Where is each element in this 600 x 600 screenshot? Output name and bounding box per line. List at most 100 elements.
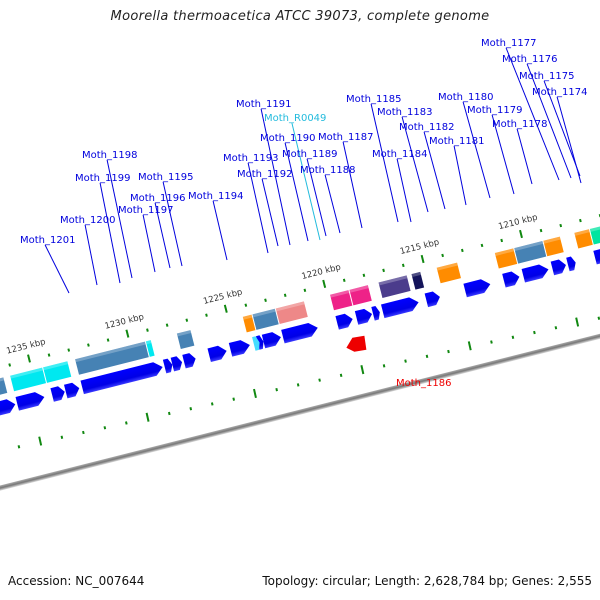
minor-tick [598,213,600,218]
inner-minor-tick [125,421,128,425]
gene-arrow [80,362,163,395]
major-tick [322,279,327,288]
gene-label-moth-1176[interactable]: Moth_1176 [502,54,557,65]
accession-text: Accession: NC_007644 [8,574,145,588]
inner-minor-tick [382,364,386,368]
gene-label-moth-1185[interactable]: Moth_1185 [346,94,401,105]
leader-line-moth-1199 [99,182,121,284]
gene-label-moth-1199[interactable]: Moth_1199 [75,173,130,184]
gene-label-moth-1186[interactable]: Moth_1186 [396,378,451,389]
leader-line-moth-1177 [505,47,560,181]
gene-label-moth-1192[interactable]: Moth_1192 [237,169,292,180]
inner-minor-tick [597,316,600,320]
gene-label-moth-1187[interactable]: Moth_1187 [318,132,373,143]
gene-label-moth-1182[interactable]: Moth_1182 [399,122,454,133]
feature-box [145,340,155,357]
leader-line-moth-1187 [342,141,363,229]
inner-minor-tick [189,407,193,411]
gene-arrow [170,356,183,372]
minor-tick [8,363,12,367]
gene-label-moth-1174[interactable]: Moth_1174 [532,87,587,98]
minor-tick [205,313,208,317]
feature-box-highlight [75,341,146,363]
gene-arrow [162,358,173,374]
gene-label-moth-1177[interactable]: Moth_1177 [481,38,536,49]
feature-box [330,290,353,311]
feature-box-highlight [514,241,544,252]
major-tick [27,354,31,363]
major-tick [420,254,425,264]
inner-scale-group [17,316,600,449]
gene-label-moth-1193[interactable]: Moth_1193 [223,153,278,164]
band-background [0,207,600,499]
feature-box-highlight [574,229,590,236]
feature-box [543,236,564,257]
feature-box [43,361,72,383]
leader-line-moth-1197 [142,214,156,273]
rna-arrow [252,336,260,351]
gene-label-moth-1183[interactable]: Moth_1183 [377,107,432,118]
feature-box-highlight [330,290,350,298]
gene-label-moth-r0049[interactable]: Moth_R0049 [264,113,326,124]
inner-minor-tick [554,326,558,330]
leader-line-moth-1183 [401,116,429,213]
feature-box [574,229,593,249]
gene-label-moth-1200[interactable]: Moth_1200 [60,215,115,226]
gene-arrow [463,279,491,298]
leader-line-moth-1192 [261,178,279,247]
gene-label-moth-1195[interactable]: Moth_1195 [138,172,193,183]
gene-label-moth-1179[interactable]: Moth_1179 [467,105,522,116]
minor-tick [342,278,346,283]
gene-label-moth-1196[interactable]: Moth_1196 [130,193,185,204]
gene-arrow [381,297,419,319]
feature-box [411,271,425,290]
reverse-gene-moth-1186 [346,335,367,352]
leader-line-moth-1189 [306,158,327,237]
minor-tick [283,293,287,297]
feature-box-highlight [242,314,253,320]
gene-label-moth-1175[interactable]: Moth_1175 [519,71,574,82]
inner-major-tick [467,341,472,351]
minor-tick [480,243,484,248]
gene-arrow [521,264,549,283]
gene-label-moth-1197[interactable]: Moth_1197 [118,205,173,216]
leader-line-moth-1200 [84,224,98,286]
feature-box [176,330,195,350]
gene-label-moth-1178[interactable]: Moth_1178 [492,119,547,130]
gene-arrow [228,340,250,357]
gene-label-moth-1190[interactable]: Moth_1190 [260,133,315,144]
gene-label-moth-1198[interactable]: Moth_1198 [82,150,137,161]
gene-label-moth-1184[interactable]: Moth_1184 [372,149,427,160]
inner-minor-tick [103,426,107,430]
feature-box-highlight [378,275,408,286]
gene-label-moth-1201[interactable]: Moth_1201 [20,235,75,246]
leader-line-moth-1201 [44,244,70,294]
gene-arrow [371,305,380,321]
feature-box [494,248,518,269]
gene-label-moth-1191[interactable]: Moth_1191 [236,99,291,110]
minor-tick [539,228,543,233]
feature-box-highlight [43,361,69,371]
minor-tick [67,348,71,352]
feature-box [275,301,308,324]
major-tick [125,329,130,338]
feature-box-highlight [145,340,152,345]
feature-box-highlight [494,248,515,256]
gene-label-moth-1180[interactable]: Moth_1180 [438,92,493,103]
feature-box-highlight [543,236,561,244]
inner-minor-tick [167,411,171,416]
inner-minor-tick [210,402,214,406]
inner-minor-tick [232,397,236,401]
gene-arrow [424,291,440,308]
minor-tick [362,273,366,278]
leader-line-moth-1180 [462,101,491,199]
leader-line-moth-1185 [370,103,399,223]
gene-label-moth-1188[interactable]: Moth_1188 [300,165,355,176]
gene-label-moth-1181[interactable]: Moth_1181 [429,136,484,147]
gene-label-moth-1194[interactable]: Moth_1194 [188,191,243,202]
gene-label-moth-1189[interactable]: Moth_1189 [282,149,337,160]
minor-tick [185,318,189,322]
